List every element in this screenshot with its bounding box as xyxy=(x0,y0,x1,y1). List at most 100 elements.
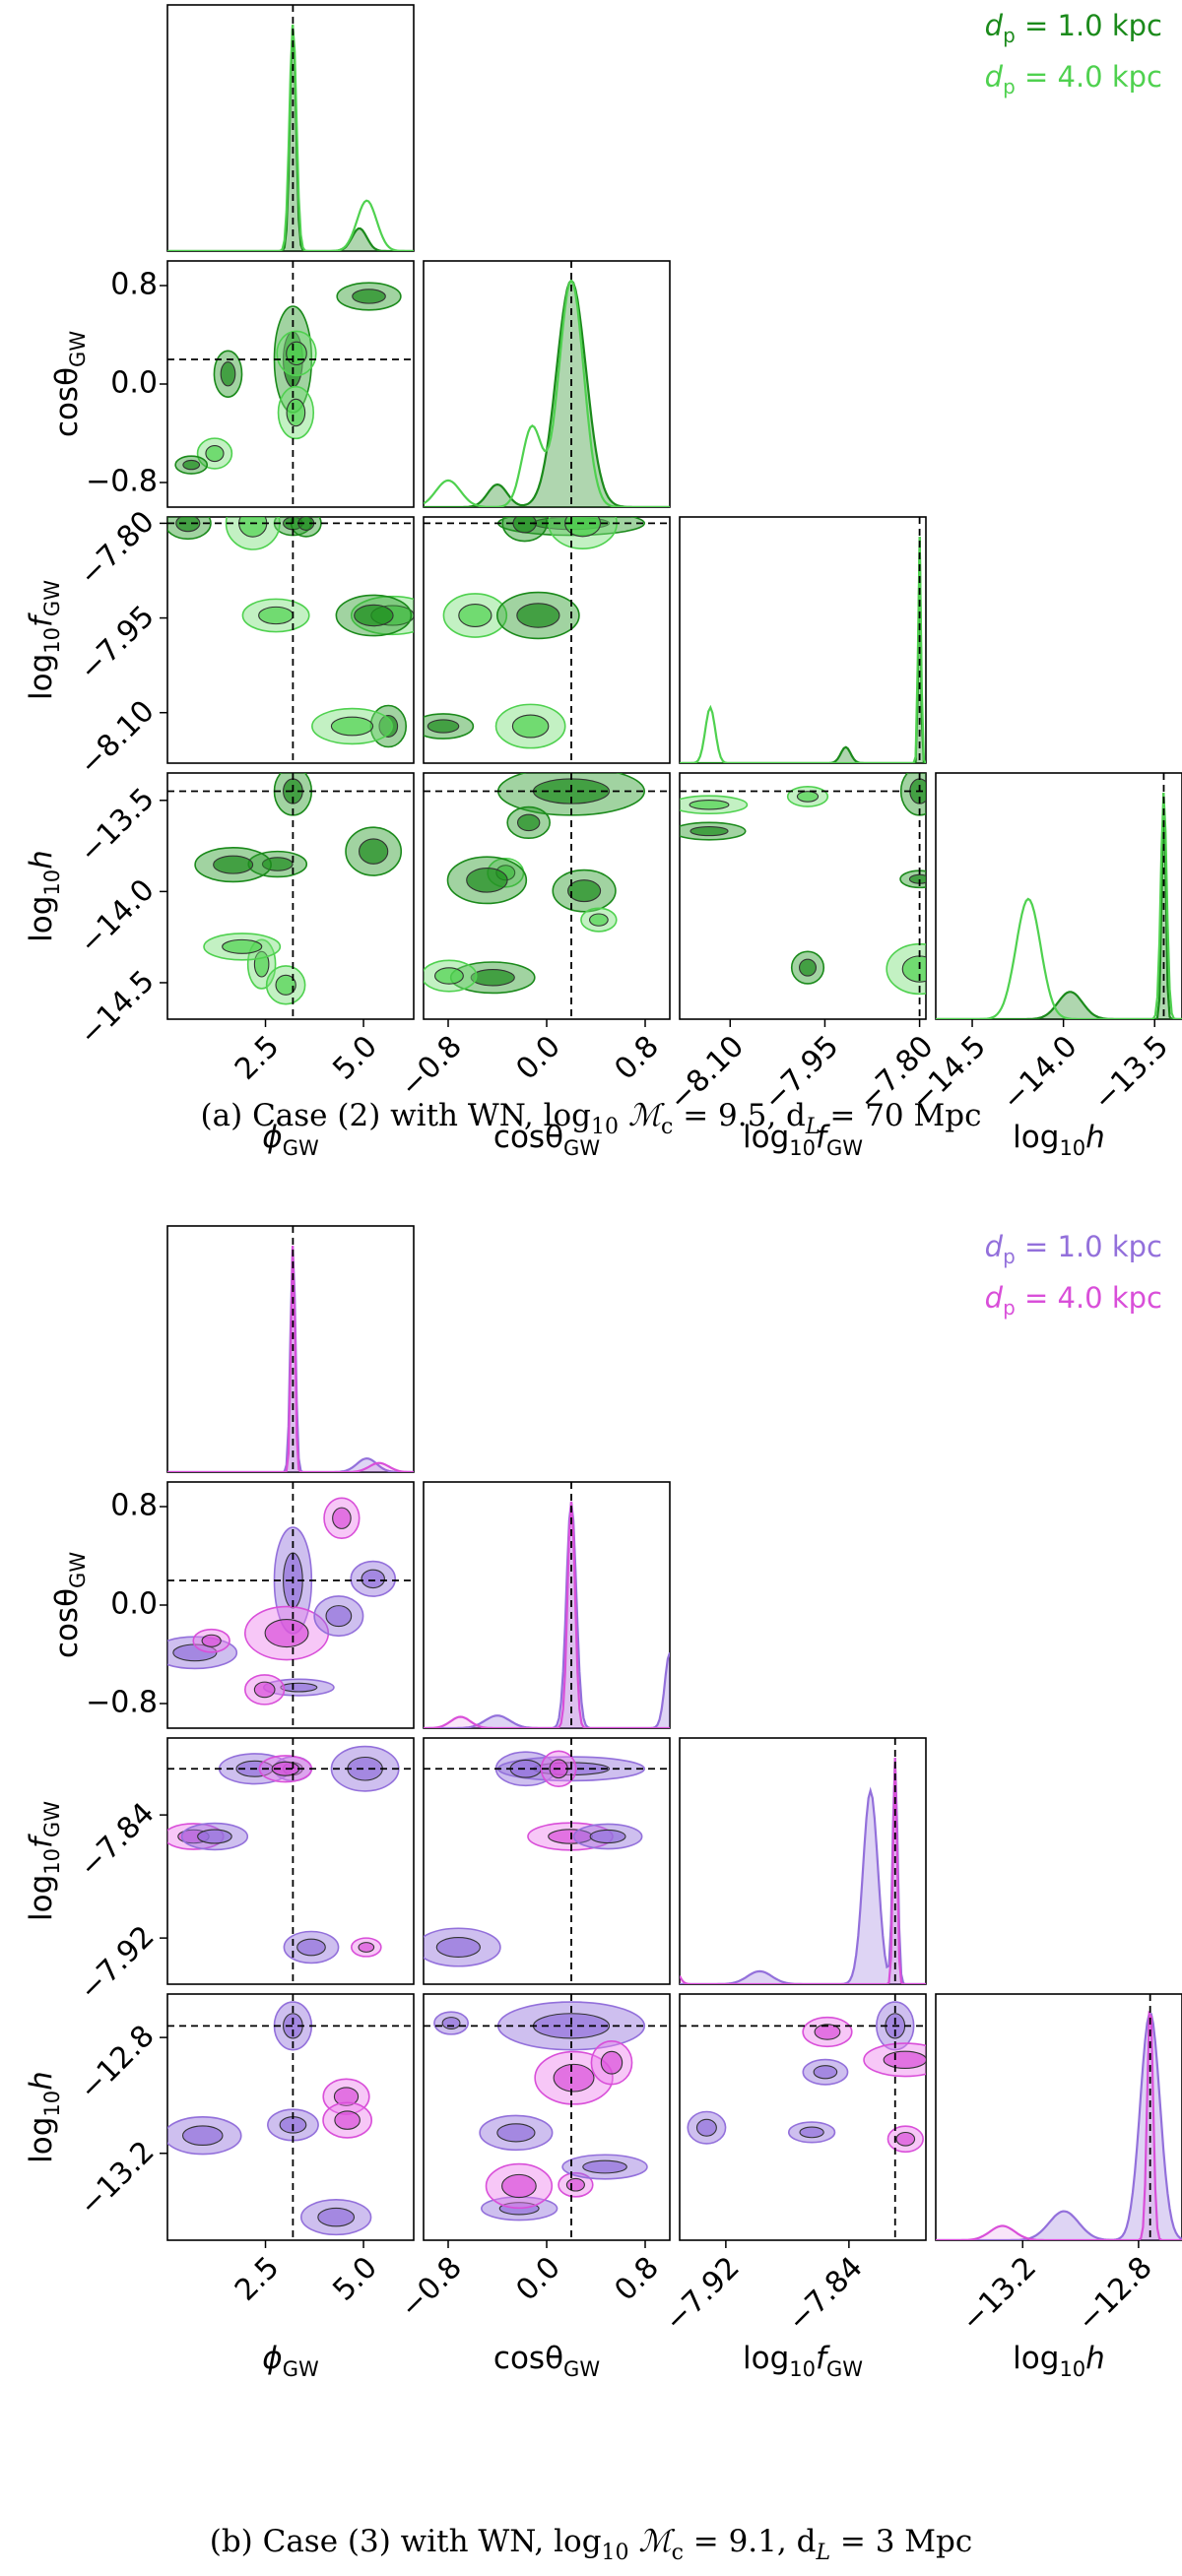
x-tick-label-phi-0: 2.5 xyxy=(229,2250,286,2307)
contour-inner xyxy=(582,2159,627,2174)
contour-inner xyxy=(516,813,541,832)
x-tick-label-phi-1: 5.0 xyxy=(326,2250,383,2307)
contour-inner xyxy=(275,974,296,996)
legend-entry-1: dp = 1.0 kpc xyxy=(985,1230,1162,1268)
contour-inner xyxy=(466,868,508,893)
x-tick-label-cos-2: 0.8 xyxy=(608,2250,665,2307)
panel-content xyxy=(167,261,414,507)
contour-inner xyxy=(358,1942,375,1953)
panel-frame xyxy=(423,1481,671,1729)
panel-cos-vs-phi: −0.8 0.0 0.8 cosθGW xyxy=(49,260,415,508)
panel-content xyxy=(167,1994,414,2240)
contour-inner xyxy=(565,2177,585,2192)
y-tick-label-cos-2: 0.8 xyxy=(110,268,158,302)
panel-cos-vs-phi: −0.8 0.0 0.8 cosθGW xyxy=(49,1481,415,1729)
contour-inner xyxy=(361,1569,385,1589)
y-axis-label-h: log10h xyxy=(24,850,64,942)
contour-inner xyxy=(496,2123,536,2143)
panel-content xyxy=(167,773,414,1019)
marginal-phi-series-2-fill xyxy=(167,1246,414,1472)
marginal-f-series-1-fill xyxy=(680,1758,926,1984)
x-axis-label-phi: ϕGW xyxy=(262,1120,319,1160)
contour-inner xyxy=(567,879,602,903)
contour-inner xyxy=(600,2050,624,2075)
marginal-h-series-2 xyxy=(936,792,1182,1019)
contour-inner xyxy=(325,1605,353,1628)
contour-inner xyxy=(253,1681,276,1699)
panel-frame xyxy=(166,516,415,764)
panel-cos-vs-cos xyxy=(423,1481,671,1729)
marginal-cos-series-1-fill xyxy=(424,281,670,507)
contour-inner xyxy=(354,604,394,627)
contour-inner xyxy=(689,800,730,810)
contour-inner xyxy=(359,838,389,865)
contour-inner xyxy=(317,2207,356,2227)
panel-f-vs-cos xyxy=(423,1737,671,1985)
y-tick-label-f-1: −7.95 xyxy=(73,599,162,687)
marginal-phi-series-2 xyxy=(167,24,414,251)
contour-inner xyxy=(222,938,263,954)
panel-frame xyxy=(679,1737,927,1985)
contour-inner xyxy=(197,1829,232,1844)
contour-inner xyxy=(814,2024,841,2040)
y-tick-label-h-1: −12.8 xyxy=(73,2019,162,2107)
panel-content xyxy=(936,1994,1182,2240)
contour-inner xyxy=(182,459,201,471)
contour-inner xyxy=(813,2065,838,2080)
contour-inner xyxy=(564,517,602,538)
panel-content xyxy=(680,1994,926,2240)
contour-inner xyxy=(264,1618,309,1648)
panel-f-vs-cos xyxy=(423,516,671,764)
y-tick-label-h-1: −14.0 xyxy=(73,872,162,961)
panel-content xyxy=(680,1738,926,1984)
y-tick-label-f-0: −7.92 xyxy=(73,1919,162,2008)
panel-content xyxy=(680,517,926,763)
contour-inner xyxy=(427,719,460,734)
panel-phi-vs-phi xyxy=(166,1225,415,1473)
x-tick-label-phi-1: 5.0 xyxy=(326,1029,383,1086)
contour-inner xyxy=(280,1682,318,1693)
y-tick-label-f-0: −8.10 xyxy=(73,694,162,783)
legend-entry-2: dp = 4.0 kpc xyxy=(985,60,1162,98)
panel-content xyxy=(424,773,670,1019)
marginal-cos-series-2 xyxy=(424,279,670,507)
contour-inner xyxy=(511,714,550,739)
x-tick-label-h-1: −12.8 xyxy=(1071,2250,1159,2339)
panel-content xyxy=(424,261,670,507)
panel-frame xyxy=(423,260,671,508)
panel-content xyxy=(424,1738,670,1984)
x-tick-label-cos-1: 0.0 xyxy=(509,2250,566,2307)
panel-content xyxy=(424,1482,670,1728)
contour-inner xyxy=(175,517,201,533)
contour-inner xyxy=(695,2118,717,2137)
x-tick-label-phi-0: 2.5 xyxy=(229,1029,286,1086)
contour-inner xyxy=(213,855,254,874)
x-axis-label-h: log10h xyxy=(1013,2341,1105,2381)
x-tick-label-cos-2: 0.8 xyxy=(608,1029,665,1086)
panel-content xyxy=(167,1482,414,1728)
y-tick-label-cos-0: −0.8 xyxy=(86,465,158,499)
panel-f-vs-f xyxy=(679,1737,927,1985)
x-axis-label-phi: ϕGW xyxy=(262,2341,319,2381)
panel-content xyxy=(167,5,414,251)
contour-inner xyxy=(220,361,236,387)
y-tick-label-cos-1: 0.0 xyxy=(110,366,158,401)
x-axis-label-cos: cosθGW xyxy=(493,1120,600,1160)
contour-inner xyxy=(895,2131,916,2147)
marginal-cos-series-1 xyxy=(424,1501,670,1728)
x-tick-label-h-1: −14.0 xyxy=(996,1029,1084,1118)
panel-content xyxy=(167,1738,414,1984)
x-tick-label-cos-1: 0.0 xyxy=(509,1029,566,1086)
y-axis-label-cos: cosθGW xyxy=(49,331,90,437)
contour-inner xyxy=(258,606,295,625)
contour-inner xyxy=(347,1756,383,1781)
y-tick-label-cos-1: 0.0 xyxy=(110,1587,158,1622)
contour-inner xyxy=(333,2087,360,2106)
